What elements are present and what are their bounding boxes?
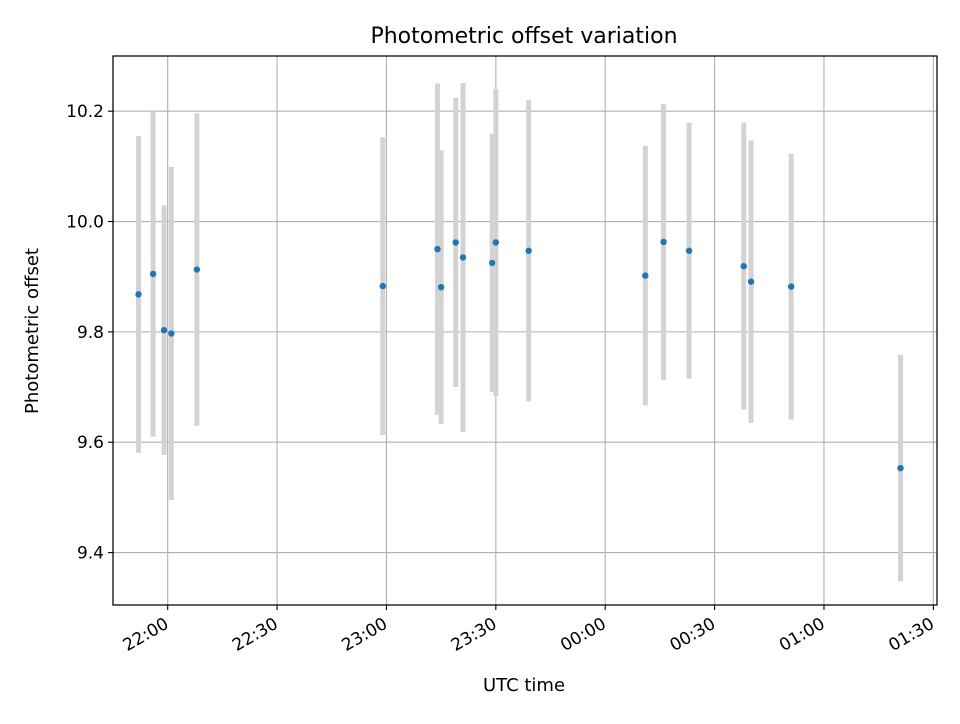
data-point xyxy=(452,239,459,246)
data-point xyxy=(160,327,168,334)
data-point xyxy=(660,238,667,246)
data-point xyxy=(434,245,441,253)
y-tick-label: 9.4 xyxy=(77,544,104,564)
data-point xyxy=(525,247,532,254)
data-points xyxy=(135,238,904,472)
chart-title: Photometric offset variation xyxy=(370,24,677,49)
data-point xyxy=(492,239,500,246)
data-point xyxy=(897,464,904,472)
data-point xyxy=(135,291,142,298)
data-point xyxy=(193,266,201,273)
data-point xyxy=(642,272,649,279)
y-tick-label: 9.6 xyxy=(77,433,104,453)
data-point xyxy=(787,283,795,290)
y-axis-label: Photometric offset xyxy=(22,248,43,414)
y-tick-label: 10.2 xyxy=(66,102,104,122)
data-point xyxy=(740,263,747,270)
data-point xyxy=(437,283,445,291)
data-point xyxy=(459,254,467,261)
y-tick-label: 9.8 xyxy=(77,323,104,343)
data-point xyxy=(149,270,157,278)
data-point xyxy=(685,247,693,254)
data-point xyxy=(488,259,496,267)
y-axis-ticks: 9.4 9.6 9.8 10.0 10.2 xyxy=(66,102,113,564)
data-point xyxy=(379,282,387,290)
x-axis-label: UTC time xyxy=(483,675,565,696)
data-point xyxy=(168,330,175,337)
data-point xyxy=(747,278,755,285)
plot-frame xyxy=(112,55,938,606)
grid xyxy=(113,56,937,605)
y-tick-label: 10.0 xyxy=(66,213,104,233)
